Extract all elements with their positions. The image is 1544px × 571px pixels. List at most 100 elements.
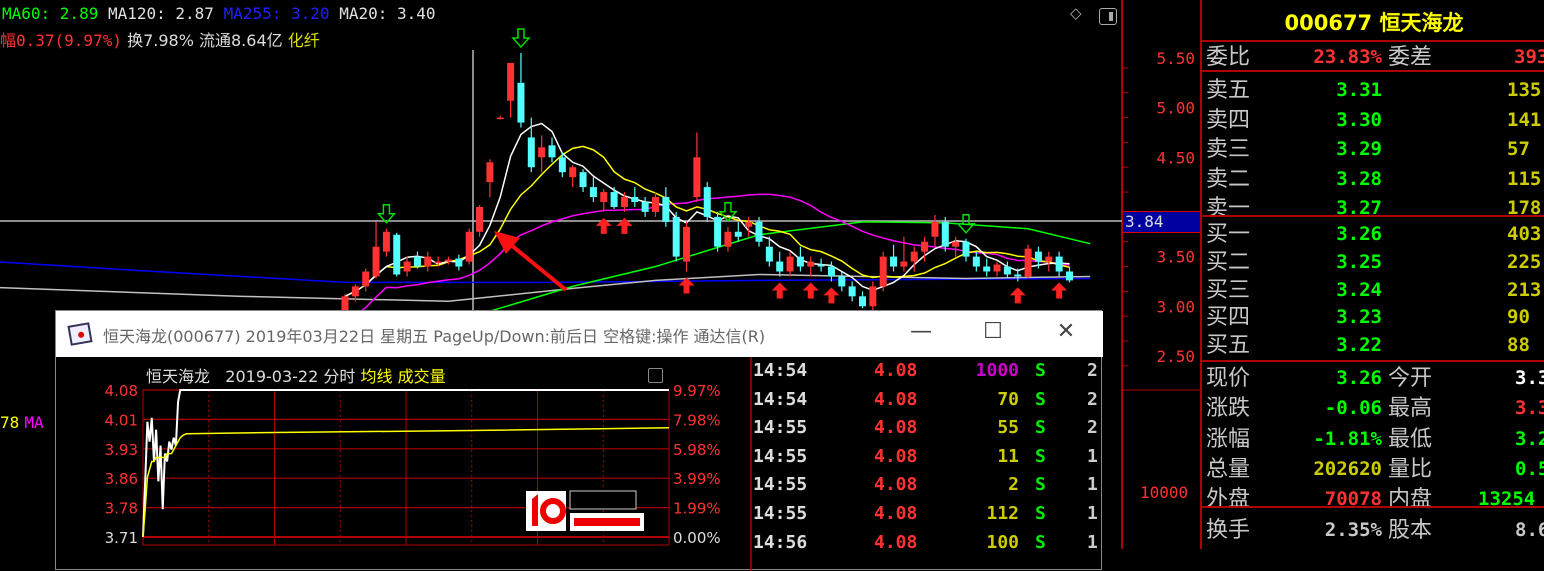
candle-body [1034,251,1042,262]
candle [817,258,825,272]
candle-body [341,296,349,312]
candle [879,251,887,292]
candle-body [517,82,525,123]
candle-body [983,266,991,272]
intraday-popup-window[interactable]: 恒天海龙(000677) 2019年03月22日 星期五 PageUp/Down… [55,310,1103,571]
candle-body [838,276,846,287]
candle-body [589,187,597,198]
candle-body [786,256,794,272]
candle-body [1003,266,1011,275]
candle-body [900,261,908,267]
sector-text[interactable]: 化纤 [287,31,320,50]
buy-signal-arrow-icon [678,277,695,294]
candle [838,271,846,292]
panel-toggle-button[interactable] [1099,8,1117,25]
candle-body [445,259,452,262]
order-book-row: 买五 3.22 88 [1206,333,1530,359]
buy-signal-arrow-icon [771,282,788,299]
candle [362,268,370,292]
sell-signal-arrow-icon [956,213,976,234]
candle [683,221,691,272]
kline-canvas[interactable]: 5.50 5.00 4.50 3.50 3.00 2.50 [0,0,1200,549]
trade-row: 14:55 4.08 2 S 1 [753,474,1098,496]
candle-body [869,286,877,307]
maximize-button[interactable]: ☐ [983,319,1003,344]
candle [796,246,804,272]
order-book-row: 卖三 3.29 57 [1206,137,1530,163]
sell-signal-arrow-icon [718,202,738,222]
buy-signal-arrow-icon [802,282,819,299]
candle [745,216,753,237]
candle [465,228,473,265]
candle-body [941,221,949,247]
candle [714,211,722,252]
candle-body [879,256,887,287]
candle-body [714,216,722,247]
chart-toggle-button[interactable] [648,368,663,383]
close-button[interactable]: ✕ [1056,319,1076,344]
candle [372,221,380,279]
weibi-row: 委比 23.83% 委差 393 [1206,45,1544,70]
candle-body [1024,248,1032,277]
candle-body [890,256,898,267]
candle-body [724,231,732,247]
order-book-row: 卖一 3.27 178 [1206,196,1542,222]
candle [558,152,566,178]
order-book-row: 卖二 3.28 115 [1206,166,1542,192]
site-logo [526,490,644,531]
price-tick-label: 2.50 [1156,347,1195,366]
candle-body [993,264,1001,272]
candle [1066,266,1073,283]
quote-panel: 000677 恒天海龙 委比 23.83% 委差 393 卖五 3.31 135… [1200,0,1544,549]
order-book-row: 买一 3.26 403 [1206,222,1542,247]
kline-chart[interactable]: 5.50 5.00 4.50 3.50 3.00 2.50 MA60: 2.89 MA12… [0,0,1200,549]
candle [765,236,773,267]
candle [496,115,504,120]
diamond-icon[interactable]: ◇ [1070,4,1082,22]
avg-price-line [142,426,670,538]
candle [1024,244,1032,279]
candle [890,244,898,272]
stat-row: 总量 202620 量比 0.5 [1206,456,1544,482]
candle [1055,251,1063,277]
candle-body [382,231,390,252]
candle-body [765,246,773,262]
volume-axis-label: 10000 [1140,483,1189,502]
candle-body [507,62,515,101]
price-line [142,389,669,538]
candle-body [683,226,691,262]
candle [382,228,390,257]
candle-body [1045,256,1053,262]
candle [610,187,618,209]
candle [393,232,401,277]
candle [527,117,535,173]
minimize-button[interactable]: — [910,319,932,344]
intraday-chart-title: 恒天海龙 2019-03-22 分时 均线 成交量 [146,367,446,386]
candle [631,187,639,207]
sell-signal-arrow-icon [376,204,397,224]
turnover-text: 换7.98% [127,31,194,50]
candle-body [413,256,421,267]
candle [569,165,577,188]
crosshair-price-label: 3.84 [1123,211,1200,233]
ma60-label: MA60: 2.89 [2,4,99,23]
candle-body [693,157,701,198]
candle [445,256,452,265]
candle [620,192,628,212]
intraday-chart[interactable]: 4.08 4.01 3.93 3.86 3.78 3.71 9.97% 7.98% 5.98% 3… [56,357,1103,571]
price-tick-label: 3.71 [105,529,138,547]
candle-body [527,137,535,168]
candle-body [372,246,380,277]
divider [1202,40,1544,42]
price-tick-label: 3.86 [105,470,138,488]
candle [672,211,680,262]
popup-title-bar[interactable]: 恒天海龙(000677) 2019年03月22日 星期五 PageUp/Down… [56,311,1103,357]
candle-body [1066,271,1073,281]
candle-body [848,286,856,297]
ma255-line [0,261,1091,284]
stat-row: 换手 2.35% 股本 8.64 [1206,517,1544,543]
ma120-label: MA120: 2.87 [107,4,214,23]
candle-body [486,162,494,183]
candle-body [538,147,546,158]
candle-body [569,167,577,178]
